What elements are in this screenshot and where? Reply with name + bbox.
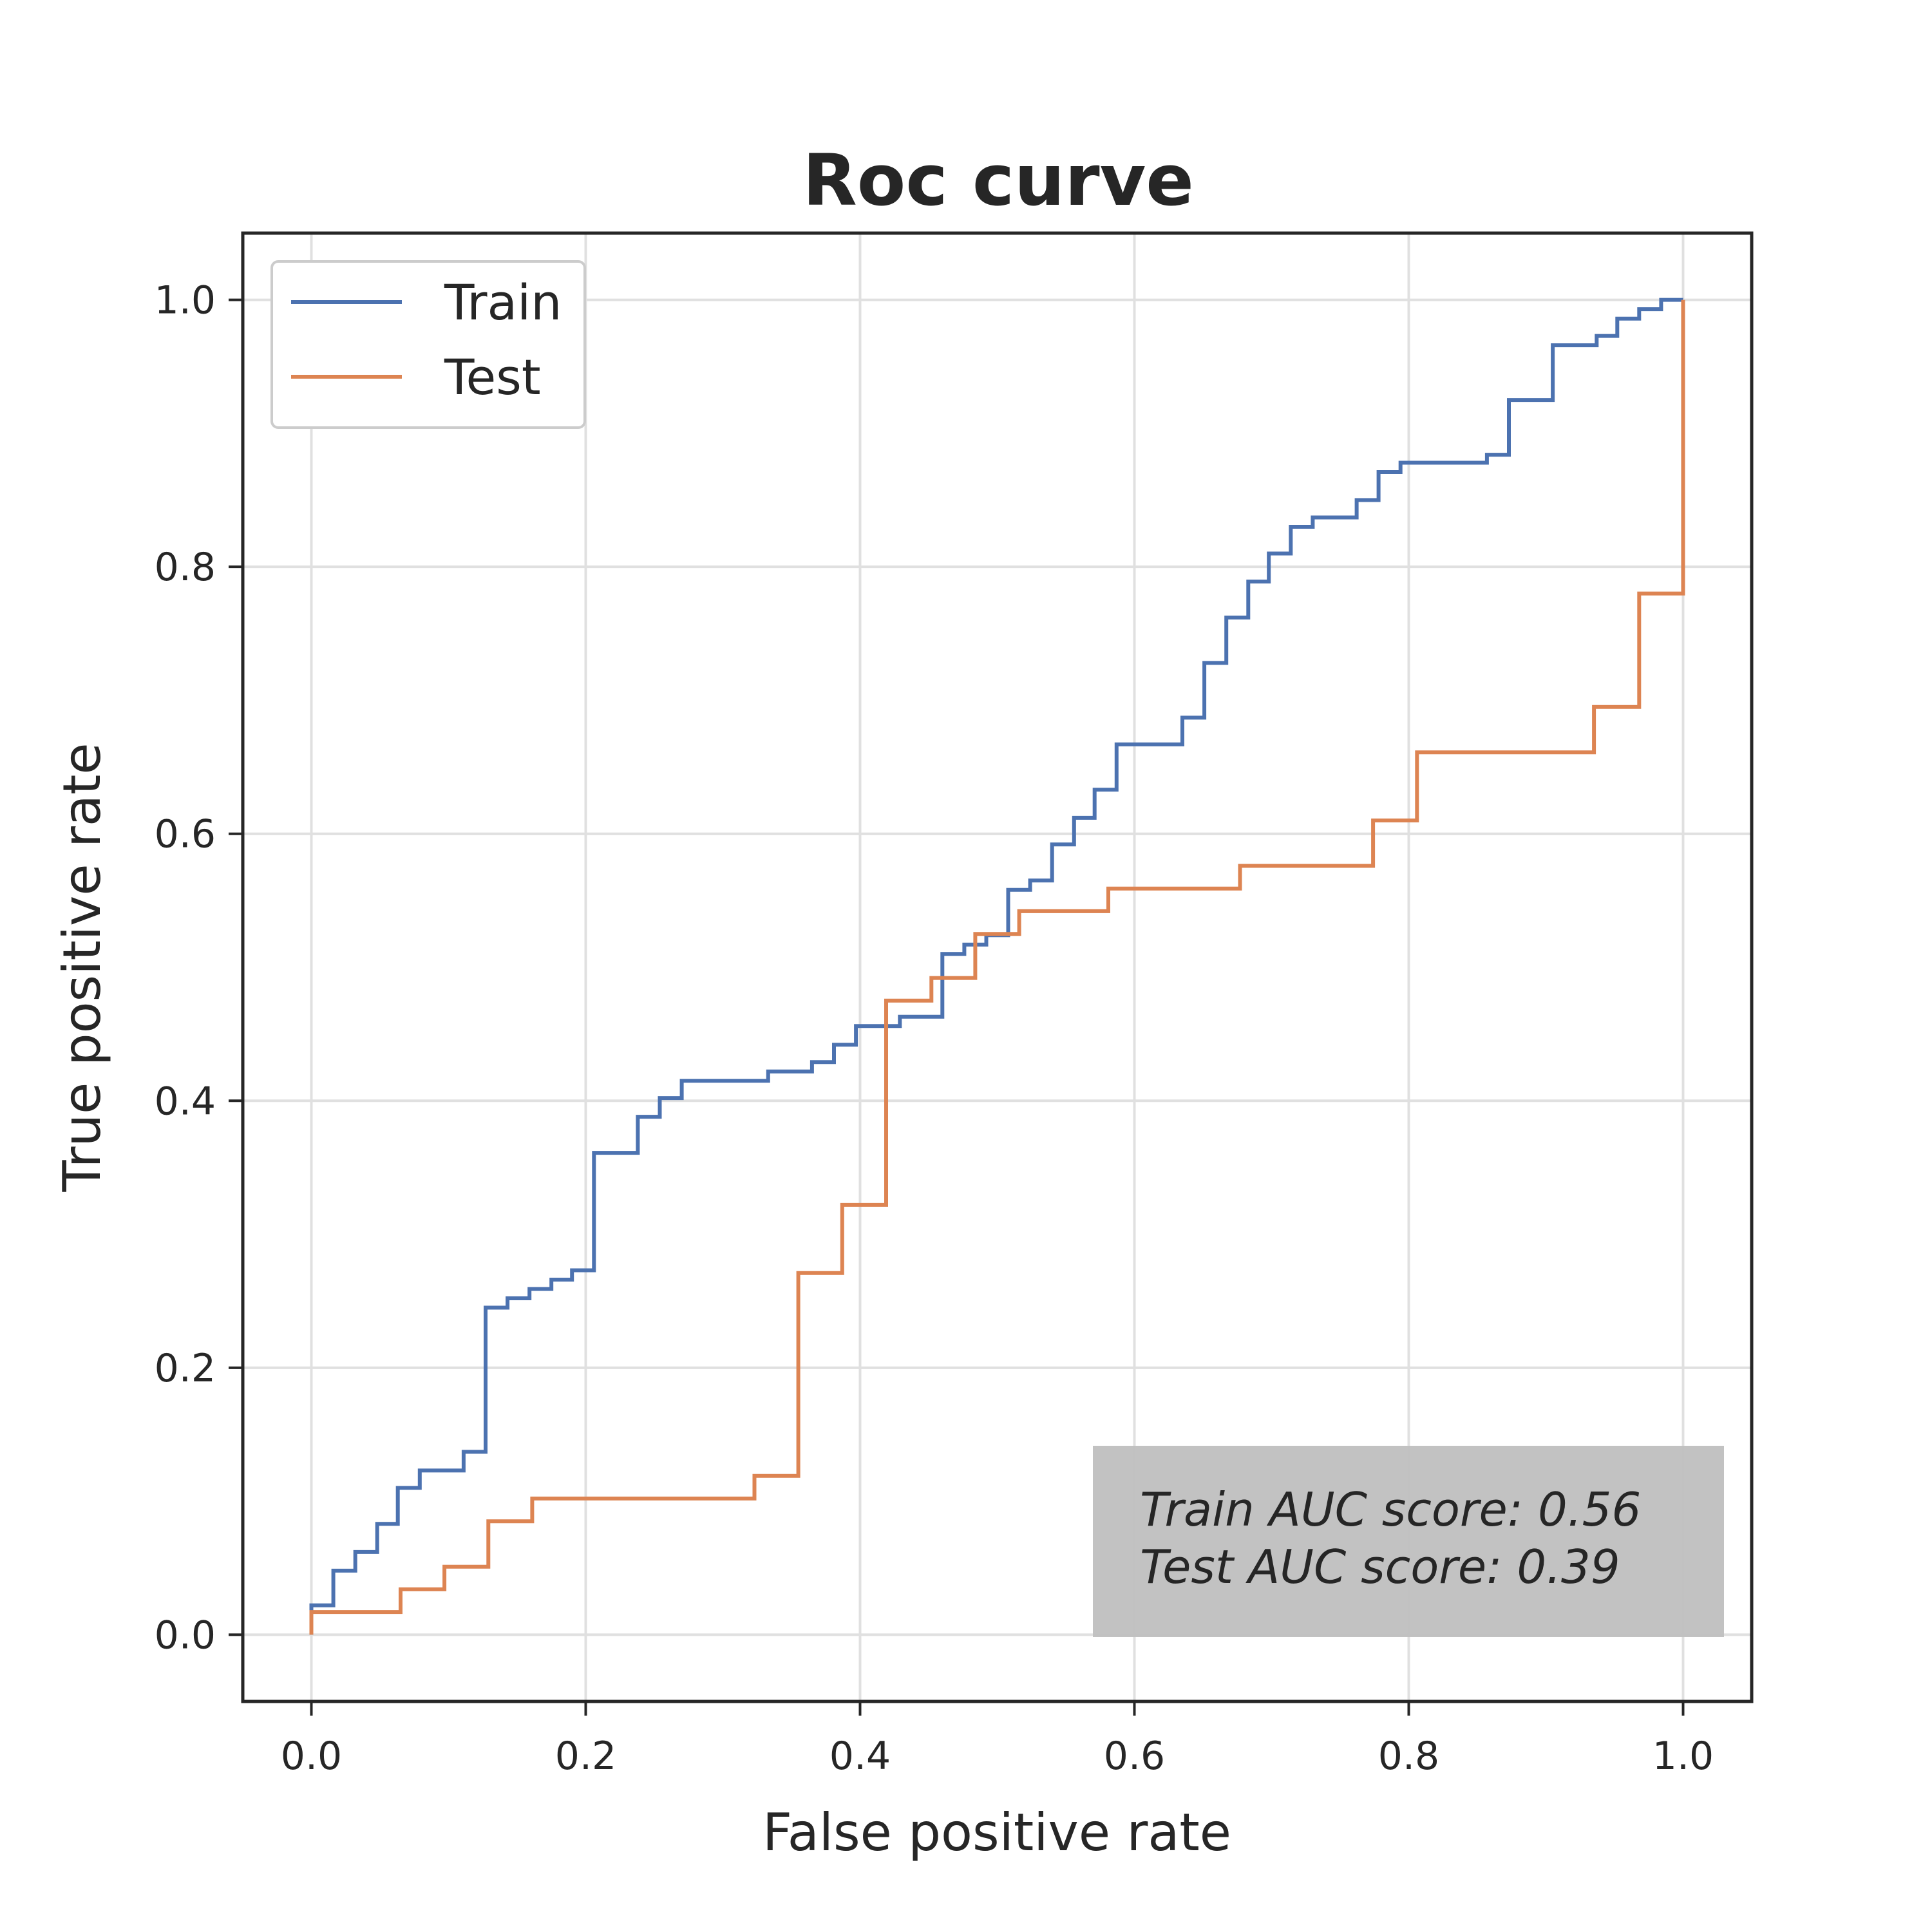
y-tick-label: 0.8 (155, 545, 216, 590)
x-tick-label: 0.2 (555, 1734, 616, 1779)
auc-annotation-box (1093, 1446, 1724, 1637)
y-tick-label: 0.4 (155, 1079, 216, 1124)
axis-ticks: 0.0 0.2 0.4 0.6 0.8 1.0 0.0 0.2 0.4 0.6 0.8 1.0 (155, 278, 1714, 1779)
series-line-train (309, 298, 1683, 1635)
train-auc-text: Train AUC score: 0.56 (1140, 1482, 1641, 1537)
auc-annotation: Train AUC score: 0.56 Test AUC score: 0.… (1093, 1446, 1724, 1637)
plot-frame (241, 231, 1754, 1703)
y-tick-label: 1.0 (155, 278, 216, 323)
x-tick-label: 0.0 (281, 1734, 342, 1779)
y-axis-label: True positive rate (52, 743, 112, 1192)
x-tick-label: 0.8 (1378, 1734, 1439, 1779)
x-tick-label: 1.0 (1653, 1734, 1714, 1779)
y-tick-label: 0.2 (155, 1346, 216, 1391)
legend: Train Test (270, 260, 586, 429)
x-axis-label: False positive rate (762, 1803, 1231, 1862)
series-line-test (309, 299, 1685, 1635)
plot-lines (309, 298, 1685, 1635)
x-tick-label: 0.4 (829, 1734, 891, 1779)
y-tick-label: 0.6 (155, 812, 216, 857)
x-tick-label: 0.6 (1104, 1734, 1165, 1779)
test-auc-text: Test AUC score: 0.39 (1140, 1540, 1620, 1594)
y-tick-label: 0.0 (155, 1613, 216, 1658)
legend-label-test: Test (444, 348, 541, 406)
chart-title: Roc curve (802, 139, 1194, 222)
legend-label-train: Train (444, 274, 562, 331)
